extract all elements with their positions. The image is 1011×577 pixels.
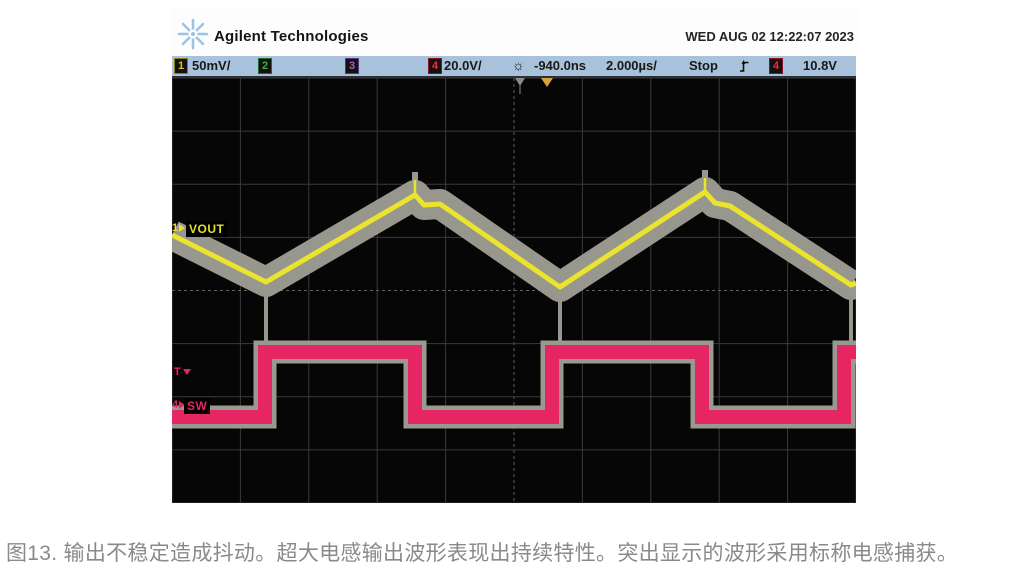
trigger-slope-icon (739, 59, 750, 78)
trigger-level-marker: T (174, 366, 191, 378)
channel-4-scale: 20.0V/ (444, 58, 482, 73)
channel-4-marker-number: 4 (172, 399, 179, 411)
intensity-icon: ☼ (512, 57, 525, 73)
figure-caption: 图13. 输出不稳定造成抖动。超大电感输出波形表现出持续特性。突出显示的波形采用… (6, 542, 959, 565)
trigger-marker-letter: T (174, 366, 181, 378)
acquisition-state: Stop (689, 58, 718, 73)
channel-1-scale: 50mV/ (192, 58, 231, 73)
channel-1-level-marker: 1 (172, 222, 186, 234)
right-arrow-icon (179, 224, 186, 232)
oscilloscope-screenshot: Agilent Technologies WED AUG 02 12:22:07… (170, 8, 858, 505)
agilent-spark-icon (176, 17, 210, 51)
datetime-readout: WED AUG 02 12:22:07 2023 (685, 29, 854, 44)
scope-status-bar: 1 50mV/ 2 3 4 20.0V/ ☼ -940.0ns 2.000µs/… (172, 56, 856, 78)
channel-2-badge: 2 (258, 58, 272, 74)
channel-4-badge: 4 (428, 58, 442, 74)
down-arrow-icon (182, 369, 191, 375)
channel-4-level-marker: 4 (172, 399, 186, 411)
brand-name: Agilent Technologies (214, 28, 369, 45)
timebase-readout: 2.000µs/ (606, 58, 657, 73)
right-arrow-icon (179, 401, 186, 409)
scope-header: Agilent Technologies WED AUG 02 12:22:07… (170, 8, 858, 56)
sw-trace-label: SW (184, 398, 211, 414)
channel-1-badge: 1 (174, 58, 188, 74)
waveform-display: 1 VOUT T 4 SW (172, 78, 856, 503)
vout-trace-label: VOUT (186, 221, 228, 237)
delay-readout: -940.0ns (534, 58, 587, 73)
trigger-source-badge: 4 (769, 58, 783, 74)
channel-3-badge: 3 (345, 58, 359, 74)
channel-1-marker-number: 1 (172, 222, 179, 234)
trigger-level-readout: 10.8V (803, 58, 837, 73)
